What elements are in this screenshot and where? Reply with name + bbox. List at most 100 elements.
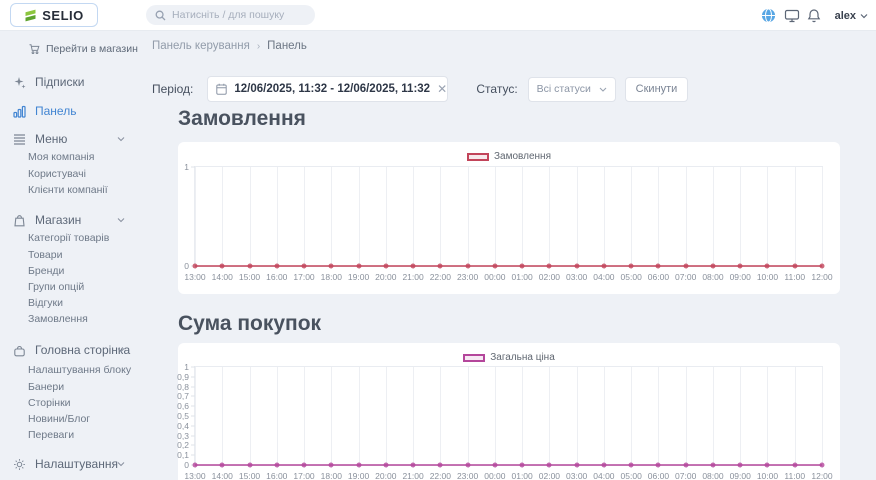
sidebar-item-my-company[interactable]: Моя компанія (28, 151, 95, 163)
gridline (576, 367, 578, 468)
purchase-sum-chart-legend[interactable]: Загальна ціна (178, 352, 840, 363)
y-axis-label: 0,9 (177, 371, 189, 382)
sidebar-item-label: Головна сторінка (35, 343, 131, 357)
gridline (685, 167, 687, 269)
sidebar-item-advantages[interactable]: Переваги (28, 429, 75, 441)
x-axis-label: 20:00 (375, 471, 397, 480)
breadcrumb-separator-icon: › (256, 40, 261, 52)
data-point (492, 263, 498, 269)
logo[interactable]: SELIO (10, 3, 98, 27)
x-axis-label: 07:00 (675, 272, 697, 282)
reset-button[interactable]: Скинути (624, 76, 689, 102)
orders-chart: Замовлення 13:00 14:00 15:00 16:00 17:00 18:0… (178, 142, 840, 294)
x-axis-label: 06:00 (647, 272, 670, 282)
data-point (410, 263, 416, 269)
sidebar-item-products[interactable]: Товари (28, 249, 63, 261)
gridline (549, 167, 551, 269)
y-axis-label: 0 (184, 460, 189, 470)
sidebar-item-dashboard[interactable]: Панель (0, 102, 141, 120)
data-point (219, 263, 225, 269)
clear-period-icon[interactable]: ✕ (437, 82, 448, 96)
x-axis-label: 10:00 (756, 471, 779, 480)
y-axis-tick (191, 405, 195, 407)
sparkles-icon (12, 76, 26, 89)
x-axis-label: 18:00 (320, 471, 342, 480)
user-menu[interactable]: alex (835, 10, 868, 22)
search-input[interactable] (172, 9, 306, 21)
x-axis-label: 23:00 (456, 471, 479, 480)
sidebar-item-label: Магазин (35, 213, 82, 227)
x-axis-label: 23:00 (456, 272, 479, 282)
data-point (192, 462, 198, 468)
gridline (304, 367, 306, 468)
y-axis-label: 1 (184, 362, 189, 372)
y-axis-label: 0,2 (177, 440, 189, 451)
gridline (304, 167, 306, 269)
legend-label: Загальна ціна (490, 352, 555, 363)
data-point (247, 462, 253, 468)
legend-label: Замовлення (494, 151, 551, 162)
gridline (331, 367, 333, 468)
y-axis-tick (191, 366, 195, 368)
sidebar-item-block-settings[interactable]: Налаштування блоку (28, 364, 132, 376)
sidebar-item-brands[interactable]: Бренди (28, 265, 65, 277)
chevron-down-icon (860, 13, 868, 18)
orders-chart-legend[interactable]: Замовлення (178, 151, 840, 162)
sidebar-item-product-categories[interactable]: Категорії товарів (28, 232, 110, 244)
sidebar-item-news-blog[interactable]: Новини/Блог (28, 413, 91, 425)
gridline (603, 167, 605, 269)
monitor-icon[interactable] (783, 7, 801, 25)
x-axis-label: 06:00 (647, 471, 670, 480)
bar-chart-icon (12, 105, 26, 118)
sidebar-item-store[interactable]: Магазин (0, 211, 141, 229)
gridline (440, 167, 442, 269)
shopping-bag-icon (12, 214, 26, 227)
gridline (631, 167, 633, 269)
bell-icon[interactable] (805, 7, 823, 25)
x-axis-label: 14:00 (211, 272, 233, 282)
status-select[interactable]: Всі статуси (527, 76, 616, 102)
menu-lines-icon (12, 133, 26, 145)
data-point (519, 263, 525, 269)
data-point (192, 263, 198, 269)
y-axis-label: 1 (184, 162, 189, 172)
data-line (195, 367, 822, 465)
sidebar-item-settings[interactable]: Налаштування (0, 455, 141, 473)
gridline (740, 167, 742, 269)
x-axis-label: 11:00 (784, 272, 806, 282)
sidebar-item-reviews[interactable]: Відгуки (28, 297, 64, 309)
sidebar-item-users[interactable]: Користувачі (28, 168, 86, 180)
x-axis-label: 05:00 (620, 471, 642, 480)
sidebar-item-orders[interactable]: Замовлення (28, 313, 88, 325)
sidebar-item-homepage[interactable]: Головна сторінка (0, 341, 141, 359)
sidebar-item-menu[interactable]: Меню (0, 130, 141, 148)
sidebar-item-label: Підписки (35, 75, 85, 89)
sidebar-item-option-groups[interactable]: Групи опцій (28, 281, 85, 293)
chevron-down-icon (117, 348, 125, 353)
x-axis-label: 13:00 (184, 471, 206, 480)
data-point (356, 263, 362, 269)
data-point (356, 462, 362, 468)
period-range-input[interactable]: 12/06/2025, 11:32 - 12/06/2025, 11:32 ✕ (207, 76, 449, 102)
data-point (219, 462, 225, 468)
language-globe-icon[interactable] (760, 7, 778, 25)
gridline (358, 367, 360, 468)
sidebar-item-subscriptions[interactable]: Підписки (0, 73, 141, 91)
y-axis-label: 0,1 (177, 450, 189, 461)
gridline (467, 167, 469, 269)
data-point (710, 462, 716, 468)
sidebar-item-pages[interactable]: Сторінки (28, 397, 71, 409)
x-axis-label: 02:00 (538, 471, 561, 480)
sidebar-store-link[interactable]: Перейти в магазин (0, 41, 141, 57)
calendar-icon (216, 83, 228, 95)
x-axis-label: 03:00 (566, 272, 588, 282)
data-point (328, 263, 334, 269)
top-header: SELIO (0, 0, 876, 31)
y-axis-label: 0,6 (177, 401, 189, 412)
breadcrumb-parent[interactable]: Панель керування (152, 40, 250, 52)
sidebar-item-banners[interactable]: Банери (28, 381, 65, 393)
search-bar[interactable] (146, 5, 315, 25)
sidebar-item-company-clients[interactable]: Клієнти компанії (28, 184, 108, 196)
gridline (385, 367, 387, 468)
x-axis-label: 04:00 (593, 272, 615, 282)
